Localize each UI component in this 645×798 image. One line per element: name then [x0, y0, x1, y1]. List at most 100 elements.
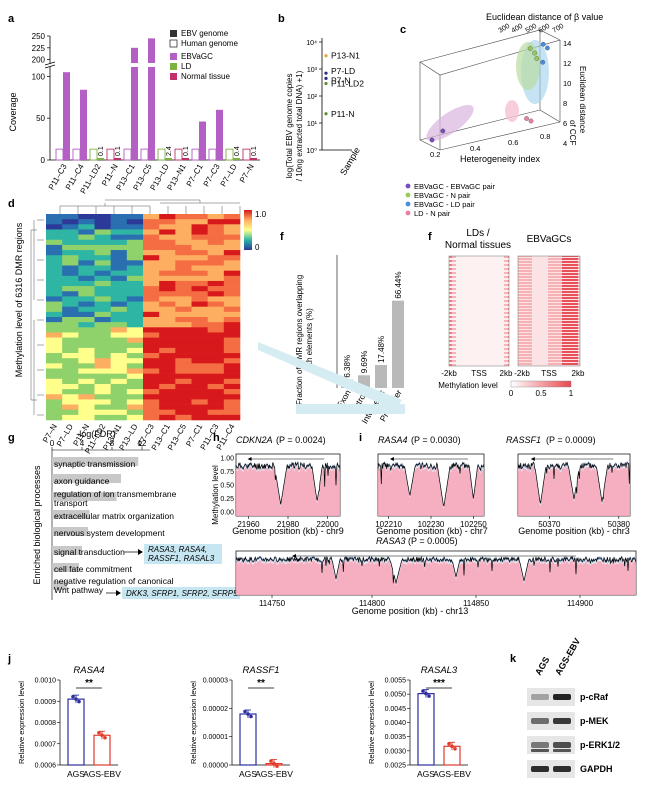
panel-d-heatmap-cell: [126, 244, 144, 251]
panel-d-heatmap-cell: [223, 404, 241, 410]
panel-k-membrane: [527, 712, 575, 730]
panel-d-heatmap-cell: [207, 239, 225, 246]
panel-d-heatmap-cell: [223, 275, 241, 282]
panel-d-heatmap-cell: [159, 306, 176, 313]
panel-d-heatmap-cell: [110, 306, 128, 313]
panel-d-heatmap-cell: [78, 229, 95, 235]
panel-d-heatmap-cell: [159, 332, 176, 338]
panel-a-bar-ebv: [148, 38, 155, 161]
panel-d-heatmap-cell: [62, 373, 79, 380]
panel-b-point-label: P11-N: [331, 109, 354, 119]
panel-f-scale-1: 1: [569, 389, 574, 398]
panel-d-heatmap-cell: [175, 296, 192, 302]
panel-c-point: [527, 46, 533, 51]
panel-c-point: [440, 128, 446, 134]
panel-d-heatmap-cell: [207, 353, 225, 359]
panel-d-heatmap-cell: [94, 301, 111, 307]
panel-d-heatmap-cell: [126, 250, 144, 256]
panel-d-heatmap-cell: [110, 363, 128, 369]
panel-d-heatmap-cell: [78, 280, 95, 287]
panel-d-heatmap-cell: [46, 311, 63, 318]
panel-d-heatmap-cell: [191, 239, 208, 246]
panel-d-heatmap-cell: [159, 353, 176, 359]
panel-d-heatmap-cell: [207, 342, 225, 349]
legend-swatch-ld: [170, 63, 177, 70]
panel-j-ytick-label: 0.00003: [203, 678, 228, 685]
panel-j-dot: [421, 689, 425, 693]
panel-a-bar-ebv: [233, 158, 240, 160]
track-ytick-label: 0.75: [220, 469, 234, 476]
panel-g-bar-labels: synaptic transmission axon guidance regula…: [54, 459, 177, 595]
panel-label-k: k: [510, 653, 517, 665]
panel-f-xlabel-left-3: 2kb: [500, 369, 513, 378]
panel-a-value-label: 0.1: [115, 146, 122, 156]
panel-d-heatmap-cell: [223, 214, 241, 220]
panel-d-heatmap-cell: [94, 255, 111, 261]
panel-d-heatmap-cell: [207, 363, 225, 369]
panel-d-heatmap-cell: [207, 250, 225, 256]
panel-d-heatmap-cell: [46, 327, 63, 333]
panel-d-heatmap-cell: [207, 260, 225, 266]
panel-d-heatmap-cell: [223, 363, 241, 369]
panel-d-heatmap-cell: [191, 358, 208, 364]
panel-d-heatmap-cell: [94, 280, 111, 287]
panel-d-heatmap-cell: [62, 337, 79, 344]
panel-d-heatmap-cell: [62, 399, 79, 405]
panel-h-pvalue: (P = 0.0024): [276, 435, 326, 445]
panel-c-title-top: Euclidean distance of β value: [486, 12, 603, 22]
panel-d-heatmap-cell: [143, 260, 160, 266]
panel-e-ylabel-2: with elements (%): [305, 308, 314, 373]
panel-label-j: j: [7, 653, 11, 665]
panel-d-heatmap-cell: [191, 327, 208, 333]
legend-ebvagc: EBVaGC: [181, 52, 213, 61]
panel-d-heatmap-cell: [207, 306, 225, 313]
panel-d-heatmap-cell: [159, 224, 176, 230]
panel-d-heatmap-cell: [175, 322, 192, 328]
panel-d-heatmap-cell: [78, 296, 95, 302]
panel-d-heatmap-cell: [46, 317, 63, 323]
panel-j-ylabel: Relative expression level: [17, 681, 26, 764]
panel-c-top-tick: 300: [498, 23, 512, 35]
panel-d-heatmap-cell: [110, 322, 128, 328]
panel-d-heatmap-cell: [110, 383, 128, 390]
panel-d-heatmap-cell: [78, 311, 95, 318]
panel-d-heatmap-cell: [159, 358, 176, 364]
panel-g-bar-label: negative regulation of canonical: [54, 576, 174, 586]
panel-d-heatmap-cell: [46, 363, 63, 369]
panel-d-heatmap-cell: [143, 373, 160, 380]
panel-a-value-label: 2.4: [166, 146, 173, 156]
panel-c-bottom-tick: 0.8: [540, 132, 550, 141]
panel-d-colorscale: [244, 210, 252, 250]
panel-d-heatmap-cell: [191, 347, 208, 354]
panel-k-membrane: [527, 688, 575, 706]
panel-d-heatmap-cell: [62, 317, 79, 323]
panel-d-heatmap-cell: [207, 224, 225, 230]
panel-d-heatmap-cell: [175, 353, 192, 359]
panel-k-membrane: [527, 760, 575, 778]
panel-d-heatmap-cell: [191, 404, 208, 410]
panel-d-heatmap-cell: [143, 234, 160, 241]
panel-c-legend-dot: [405, 192, 411, 198]
panel-d-heatmap-cell: [143, 280, 160, 287]
panel-c-legend-dot: [405, 201, 411, 207]
track-pink-area: [378, 465, 484, 516]
panel-d-heatmap-cell: [78, 239, 95, 246]
panel-j-dot: [243, 709, 247, 714]
panel-d-heatmap-cell: [126, 219, 144, 225]
panel-d-heatmap-cell: [94, 378, 111, 385]
panel-d-heatmap-cell: [94, 358, 111, 364]
panel-c-point: [540, 59, 546, 65]
panel-d-heatmap-cell: [126, 239, 144, 246]
panel-c-point: [429, 137, 435, 143]
panel-d-heatmap-cell: [110, 265, 128, 271]
panel-a-axis-break-gap: [46, 63, 54, 67]
panel-d-heatmap-cell: [126, 342, 144, 349]
panel-e-bar: [392, 300, 404, 388]
panel-e-value-label: 66.44%: [394, 272, 403, 299]
panel-d-heatmap-cell: [78, 342, 95, 349]
panel-d-heatmap-cell: [94, 373, 111, 380]
panel-j-ylabel: Relative expression level: [367, 681, 376, 764]
panel-d-heatmap-cell: [223, 234, 241, 241]
panel-d-heatmap-cell: [207, 286, 225, 292]
panel-d-heatmap-cell: [159, 244, 176, 251]
